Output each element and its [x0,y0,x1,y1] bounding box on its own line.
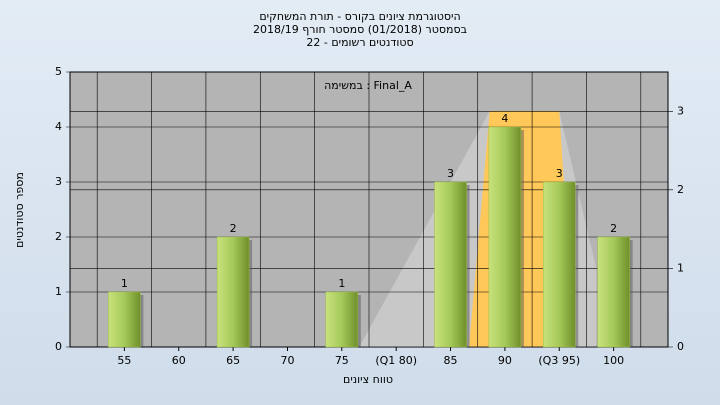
bar [108,291,141,348]
x-tick-label: 100 [603,354,624,367]
x-tick-label: 70 [280,354,294,367]
bar [597,236,630,348]
y-tick-label: 2 [55,230,62,243]
data-label: 1 [121,277,128,290]
bar [543,181,576,348]
y2-tick-label: 3 [677,104,684,117]
y-tick-label: 4 [55,120,62,133]
bar [434,181,467,348]
y-tick-label: 3 [55,175,62,188]
y-tick-label: 0 [55,340,62,353]
y-tick-label: 5 [55,65,62,78]
bar [325,291,359,348]
x-tick-label: 55 [117,354,131,367]
x-tick-label: (Q1 80) [375,354,417,367]
x-tick-label: 85 [444,354,458,367]
annotation: במשימה : Final_A [324,79,412,92]
y-tick-label: 1 [55,285,62,298]
data-label: 3 [447,167,454,180]
data-label: 1 [338,277,345,290]
x-tick-label: 60 [172,354,186,367]
y2-tick-label: 1 [677,261,684,274]
data-label: 2 [230,222,237,235]
data-label: 3 [556,167,563,180]
x-tick-label: 75 [335,354,349,367]
data-label: 4 [501,112,508,125]
x-tick-label: 90 [498,354,512,367]
y-axis-label: מספר סטודנטים [13,172,26,248]
bar [216,236,250,348]
title-line: היסטוגרמת ציונים בקורס - תורת המשחקים [259,10,460,23]
x-axis-label: טווח ציונים [343,373,393,386]
y2-tick-label: 0 [677,340,684,353]
x-tick-label: 65 [226,354,240,367]
data-label: 2 [610,222,617,235]
x-tick-label: (Q3 95) [538,354,580,367]
bar [488,126,522,348]
y2-tick-label: 2 [677,183,684,196]
title-line: בסמסטר (01/2018) סמסטר חורף 2018/19 [253,23,467,36]
title-line: סטודנטים רשומים - 22 [306,36,413,49]
